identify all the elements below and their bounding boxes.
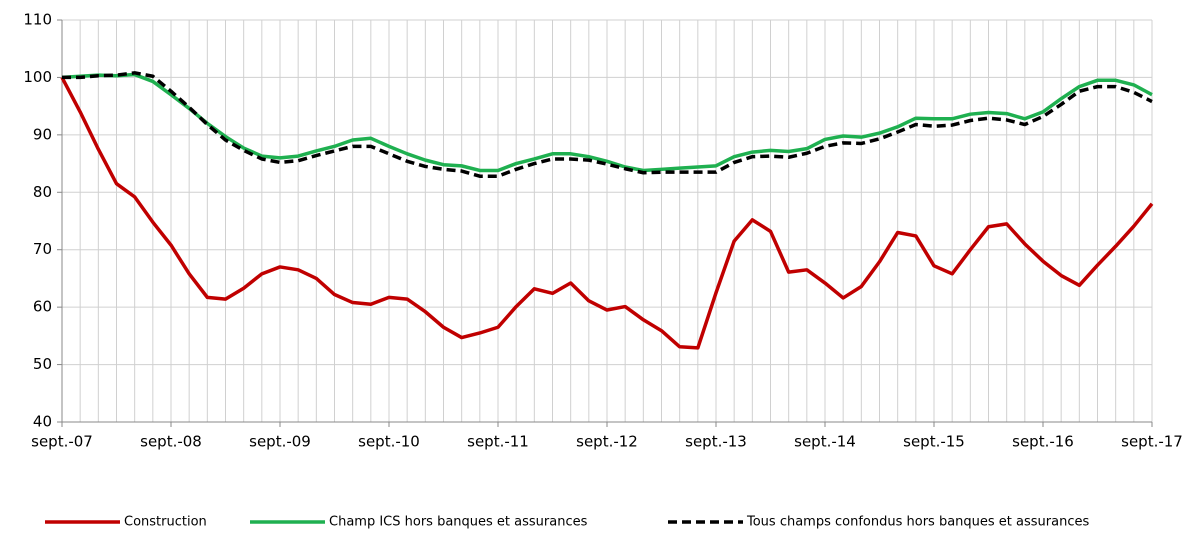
series-line (62, 71, 1153, 178)
x-tick-label: sept.-16 (1012, 433, 1074, 451)
y-tick-label: 80 (33, 183, 52, 201)
x-tick-label: sept.-13 (685, 433, 747, 451)
x-tick-label: sept.-14 (794, 433, 856, 451)
y-tick-label: 100 (23, 68, 52, 86)
y-tick-label: 110 (23, 11, 52, 29)
x-tick-label: sept.-08 (140, 433, 202, 451)
y-tick-label: 60 (33, 298, 52, 316)
x-tick-label: sept.-07 (31, 433, 93, 451)
y-tick-label: 70 (33, 240, 52, 258)
series-line (61, 72, 1153, 173)
y-tick-label: 50 (33, 355, 52, 373)
y-tick-label: 90 (33, 125, 52, 143)
x-tick-label: sept.-15 (903, 433, 965, 451)
y-tick-label: 40 (33, 413, 52, 431)
series-line (60, 76, 1154, 350)
x-tick-label: sept.-10 (358, 433, 420, 451)
x-tick-label: sept.-17 (1121, 433, 1183, 451)
x-tick-label: sept.-11 (467, 433, 529, 451)
legend-label: Construction (124, 515, 207, 530)
legend-label: Tous champs confondus hors banques et as… (746, 515, 1089, 530)
x-tick-label: sept.-09 (249, 433, 311, 451)
legend-label: Champ ICS hors banques et assurances (329, 515, 588, 530)
x-tick-label: sept.-12 (576, 433, 638, 451)
